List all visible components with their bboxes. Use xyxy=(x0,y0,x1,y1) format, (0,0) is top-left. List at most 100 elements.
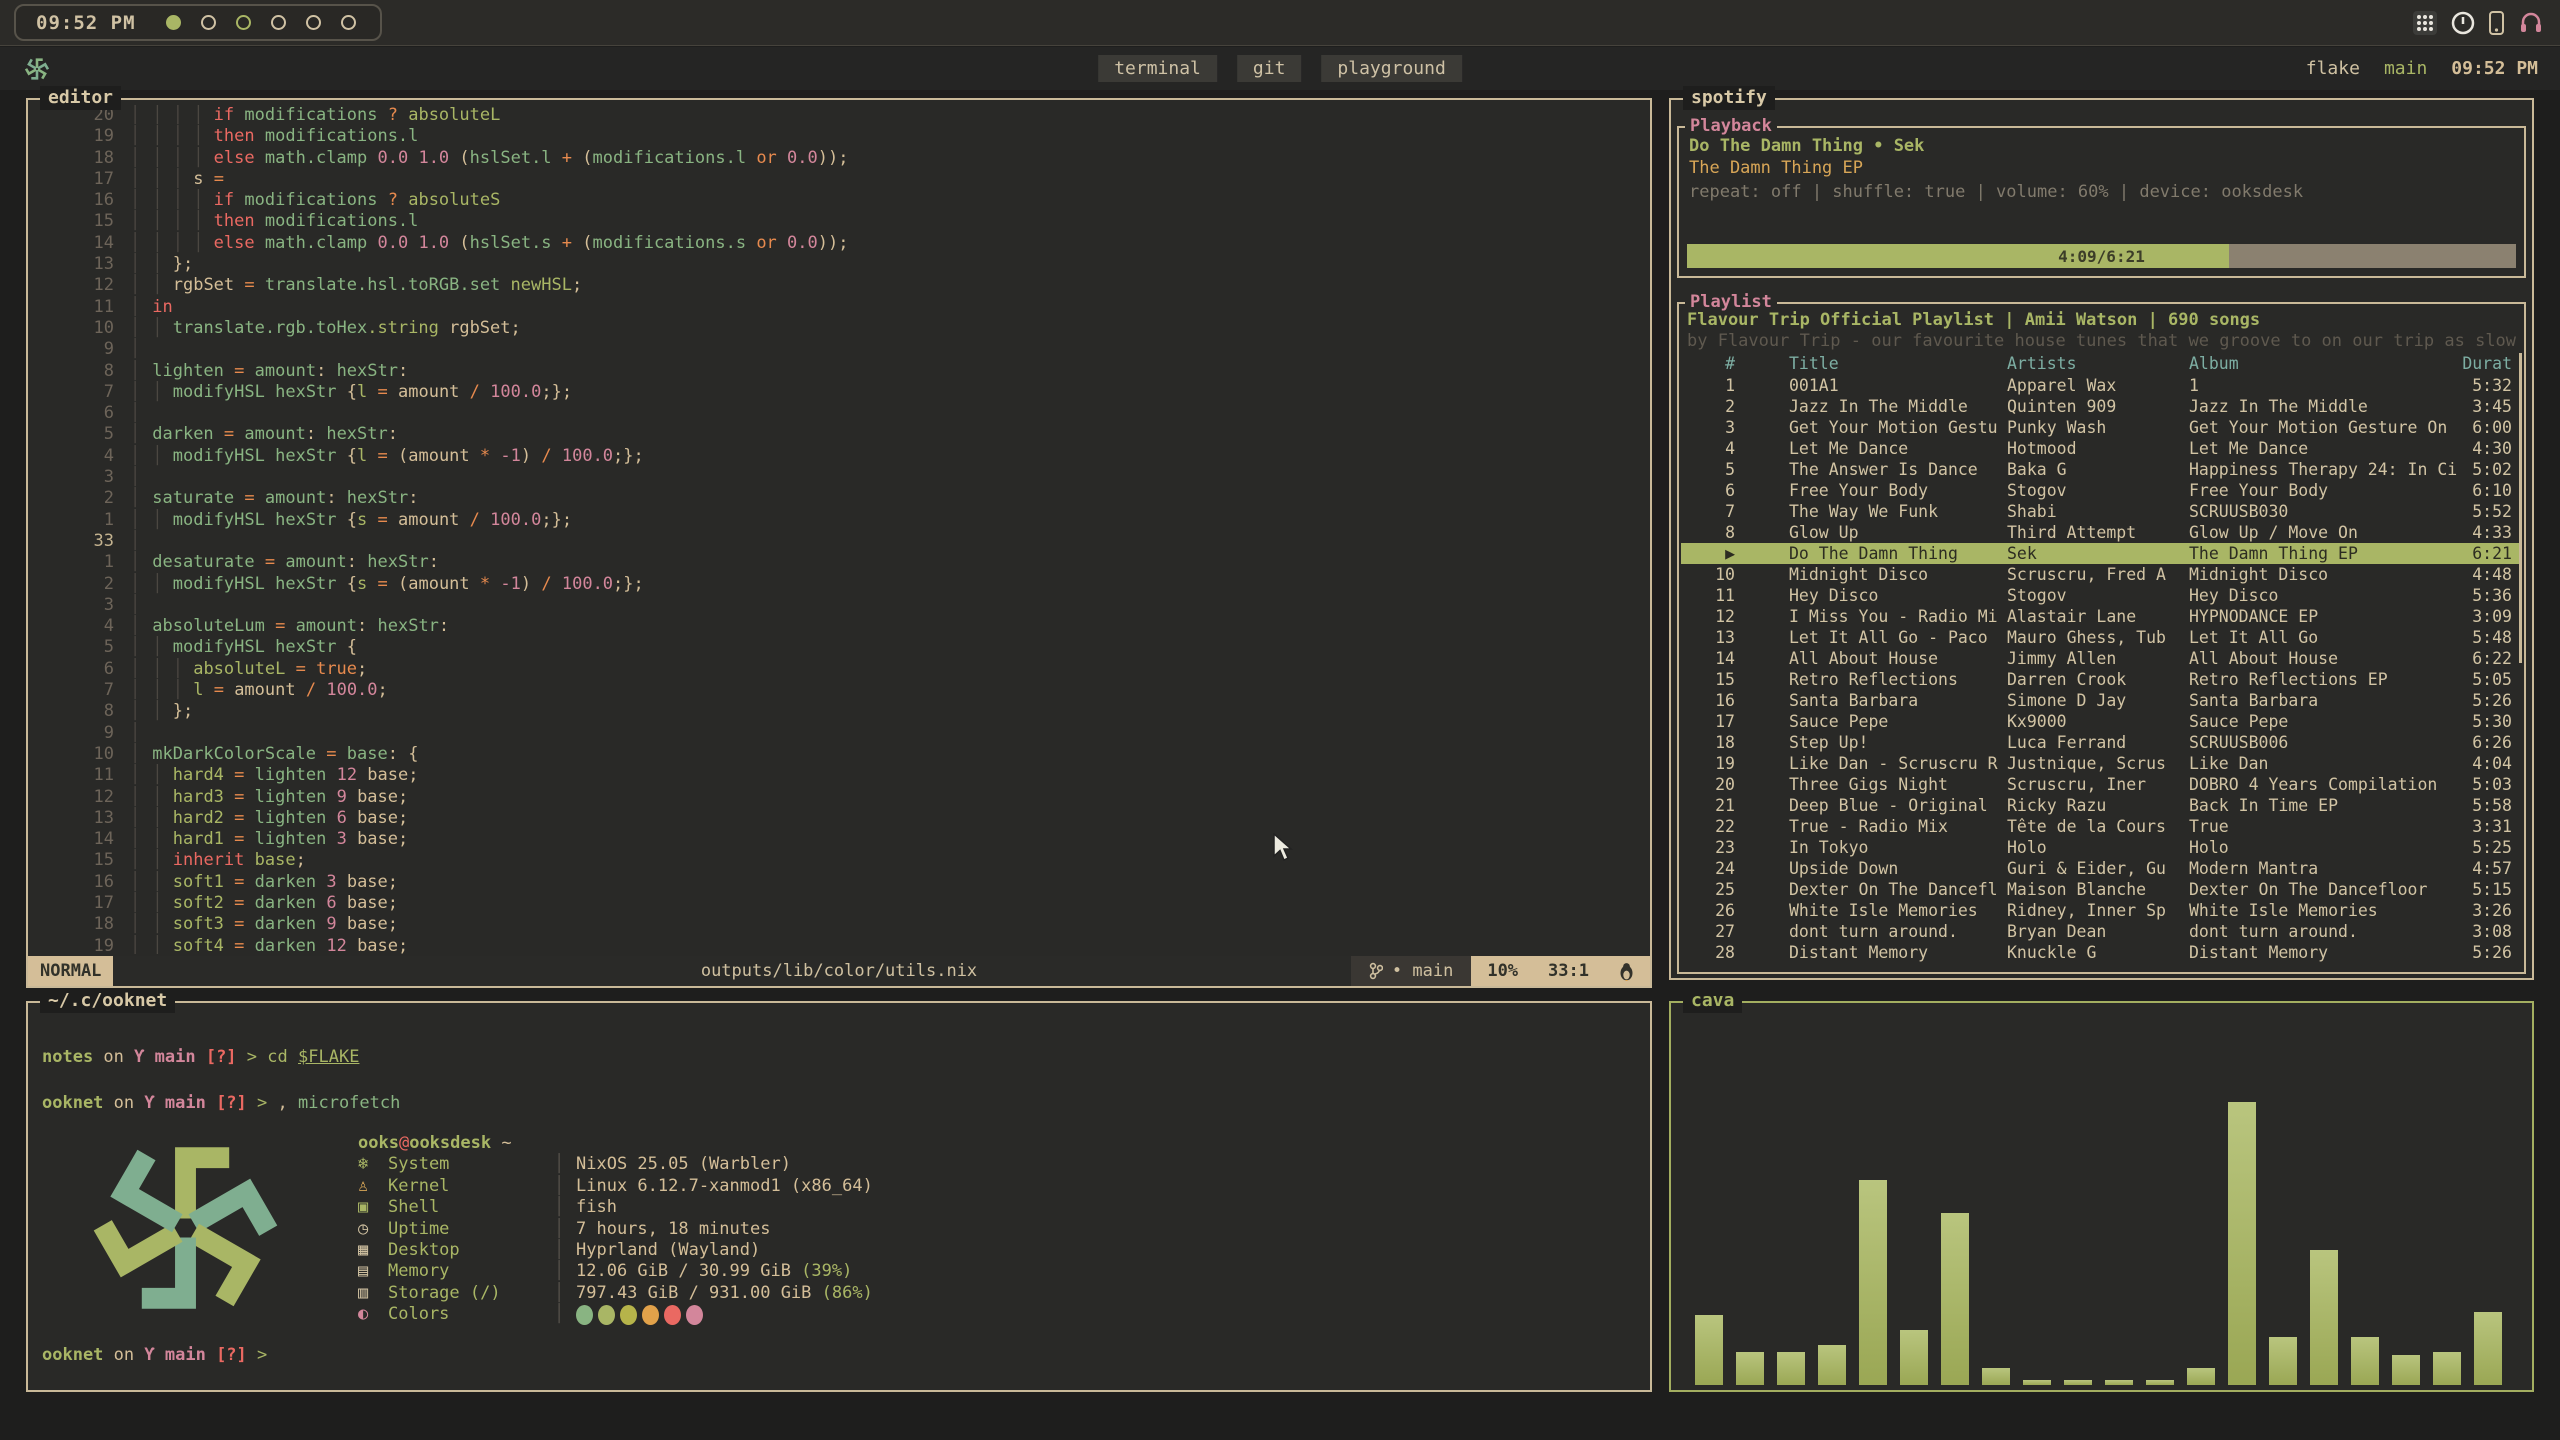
playback-section: Playback Do The Damn Thing • Sek The Dam… xyxy=(1677,115,2526,278)
cava-bar xyxy=(1859,1180,1887,1385)
cursor-position: 33:1 xyxy=(1548,961,1589,981)
code-line: 2 │ │ modifyHSL hexStr {s = (amount * -1) … xyxy=(28,574,1648,595)
cava-bar xyxy=(2146,1380,2174,1385)
line-number: 9 xyxy=(103,722,114,743)
phone-icon[interactable] xyxy=(2488,10,2506,36)
line-number: 17 xyxy=(93,892,114,913)
playlist-row[interactable]: 28 Distant Memory Knuckle G Distant Memory 5… xyxy=(1715,943,2512,962)
playlist-row[interactable]: 2 Jazz In The Middle Quinten 909 Jazz In Th… xyxy=(1725,397,2512,416)
scroll-percent: 10% xyxy=(1487,961,1519,981)
playlist-row[interactable]: 22 True - Radio Mix Tête de la Cours True 3:… xyxy=(1715,817,2512,836)
playlist-row[interactable]: 27 dont turn around. Bryan Dean dont turn a… xyxy=(1715,922,2512,941)
fetch-row-kernel: ♙ Kernel │ Linux 6.12.7-xanmod1 (x86_64) xyxy=(358,1176,873,1197)
playlist-row[interactable]: 10 Midnight Disco Scruscru, Fred A Midnight… xyxy=(1715,565,2512,584)
cava-bar xyxy=(2228,1102,2256,1385)
nixos-ascii-logo xyxy=(58,1133,313,1323)
gutter-separator: │ xyxy=(130,573,141,594)
gutter-separator: │ xyxy=(130,786,141,807)
fetch-value: 7 hours, 18 minutes xyxy=(576,1218,771,1239)
app-grid-icon[interactable] xyxy=(2412,10,2438,36)
playlist-row[interactable]: 5 The Answer Is Dance Baka G Happiness Ther… xyxy=(1725,460,2512,479)
gutter-separator: │ xyxy=(130,850,141,871)
mouse-cursor xyxy=(1272,833,1296,863)
gutter-separator: │ xyxy=(130,403,141,424)
playlist-row[interactable]: 15 Retro Reflections Darren Crook Retro Ref… xyxy=(1715,670,2512,689)
playlist-row[interactable]: 6 Free Your Body Stogov Free Your Body 6:10 xyxy=(1725,481,2512,500)
workspace-dot-active[interactable] xyxy=(165,15,181,30)
playlist-row[interactable]: 14 All About House Jimmy Allen All About Ho… xyxy=(1715,649,2512,668)
playlist-row[interactable]: 19 Like Dan - Scruscru R Justnique, Scrus L… xyxy=(1715,754,2512,773)
gutter-separator: │ xyxy=(130,722,141,743)
playlist-row[interactable]: 1 001A1 Apparel Wax 1 5:32 xyxy=(1725,376,2512,395)
workspace-dot-normal[interactable] xyxy=(305,15,321,30)
fetch-label: Memory xyxy=(388,1261,450,1282)
code-line: 3 │ xyxy=(28,467,1648,488)
fetch-label: Storage (/) xyxy=(388,1282,501,1303)
tab-playground[interactable]: playground xyxy=(1321,55,1462,82)
uptime-icon: ◷ xyxy=(358,1218,369,1239)
line-number: 20 xyxy=(93,105,114,125)
playlist-row[interactable]: 18 Step Up! Luca Ferrand SCRUUSB006 6:26 xyxy=(1715,733,2512,752)
cava-bar xyxy=(1777,1352,1805,1385)
editor-buffer[interactable]: 20 │ │ │ │ if modifications ? absoluteL 19 │… xyxy=(28,105,1648,954)
playlist-row[interactable]: 20 Three Gigs Night Scruscru, Iner DOBRO 4 … xyxy=(1715,775,2512,794)
workspace-dot-normal[interactable] xyxy=(270,15,286,30)
tab-bar: terminal git playground flake main 09:52 P… xyxy=(0,47,2560,90)
headset-icon[interactable] xyxy=(2518,10,2544,36)
gutter-separator: │ xyxy=(130,381,141,402)
line-number: 1 xyxy=(103,509,114,530)
code-line: 33 │ xyxy=(28,531,1648,552)
line-number: 9 xyxy=(103,339,114,360)
microfetch-output: ooks @ ooksdesk ~ ❄ System │ NixOS 25.05 (War… xyxy=(358,1133,873,1326)
terminal-prompt-line: ooknet on Ƴ main [?] > , microfetch xyxy=(42,1093,401,1113)
flake-label: flake xyxy=(2305,58,2360,79)
now-playing-album: The Damn Thing EP xyxy=(1689,158,1863,178)
tab-terminal[interactable]: terminal xyxy=(1098,55,1217,82)
power-icon[interactable] xyxy=(2450,10,2476,36)
cava-bar xyxy=(2064,1380,2092,1385)
playlist-row[interactable]: 4 Let Me Dance Hotmood Let Me Dance 4:30 xyxy=(1725,439,2512,458)
playlist-row-playing[interactable]: ▶ Do The Damn Thing Sek The Damn Thing EP 6:… xyxy=(1681,543,2522,564)
git-branch-icon xyxy=(1369,962,1383,980)
playlist-header-row: # Title Artists Album Durat xyxy=(1725,354,2512,373)
playlist-row[interactable]: 8 Glow Up Third Attempt Glow Up / Move On 4:… xyxy=(1725,523,2512,542)
progress-time: 4:09/6:21 xyxy=(2058,246,2145,266)
terminal-color-palette xyxy=(576,1304,703,1325)
line-number: 1 xyxy=(103,552,114,573)
playlist-row[interactable]: 26 White Isle Memories Ridney, Inner Sp Whi… xyxy=(1715,901,2512,920)
playlist-row[interactable]: 25 Dexter On The Dancefl Maison Blanche Dex… xyxy=(1715,880,2512,899)
fetch-label: Uptime xyxy=(388,1218,450,1239)
workspace-dot-special[interactable] xyxy=(235,15,251,30)
playlist-row[interactable]: 11 Hey Disco Stogov Hey Disco 5:36 xyxy=(1715,586,2512,605)
playlist-scrollbar[interactable] xyxy=(2519,353,2522,663)
tux-icon xyxy=(1619,962,1634,981)
workspace-dot-normal[interactable] xyxy=(200,15,216,30)
playlist-row[interactable]: 23 In Tokyo Holo Holo 5:25 xyxy=(1715,838,2512,857)
cava-window-title: cava xyxy=(1683,989,1743,1013)
playlist-row[interactable]: 17 Sauce Pepe Kx9000 Sauce Pepe 5:30 xyxy=(1715,712,2512,731)
playlist-row[interactable]: 16 Santa Barbara Simone D Jay Santa Barbara… xyxy=(1715,691,2512,710)
progress-bar[interactable]: 4:09/6:21 xyxy=(1687,244,2516,268)
playlist-row[interactable]: 12 I Miss You - Radio Mi Alastair Lane HYPN… xyxy=(1715,607,2512,626)
file-path: outputs/lib/color/utils.nix xyxy=(700,961,978,981)
line-number: 6 xyxy=(103,403,114,424)
cava-bar xyxy=(2310,1250,2338,1385)
gutter-separator: │ xyxy=(130,190,141,211)
line-number: 2 xyxy=(103,488,114,509)
code-line: 9 │ xyxy=(28,339,1648,360)
code-line: 16 │ │ soft1 = darken 3 base; xyxy=(28,872,1648,893)
line-number: 5 xyxy=(103,424,114,445)
tab-git[interactable]: git xyxy=(1236,55,1302,82)
terminal-prompt-line[interactable]: ooknet on Ƴ main [?] > xyxy=(42,1345,268,1365)
playlist-row[interactable]: 21 Deep Blue - Original Ricky Razu Back In … xyxy=(1715,796,2512,815)
fetch-separator: │ xyxy=(554,1175,565,1196)
workspace-dot-normal[interactable] xyxy=(340,15,356,30)
playlist-row[interactable]: 24 Upside Down Guri & Eider, Gu Modern Mant… xyxy=(1715,859,2512,878)
cava-visualizer xyxy=(1695,1015,2508,1385)
playlist-row[interactable]: 7 The Way We Funk Shabi SCRUUSB030 5:52 xyxy=(1725,502,2512,521)
playlist-row[interactable]: 3 Get Your Motion Gestu Punky Wash Get Your… xyxy=(1725,418,2512,437)
playlist-rows: 1 001A1 Apparel Wax 1 5:32 2 Jazz In The Middl… xyxy=(1679,375,2524,968)
nix-snowflake-icon[interactable] xyxy=(24,56,50,82)
fetch-value: fish xyxy=(576,1197,617,1218)
playlist-row[interactable]: 13 Let It All Go - Paco Mauro Ghess, Tub Le… xyxy=(1715,628,2512,647)
